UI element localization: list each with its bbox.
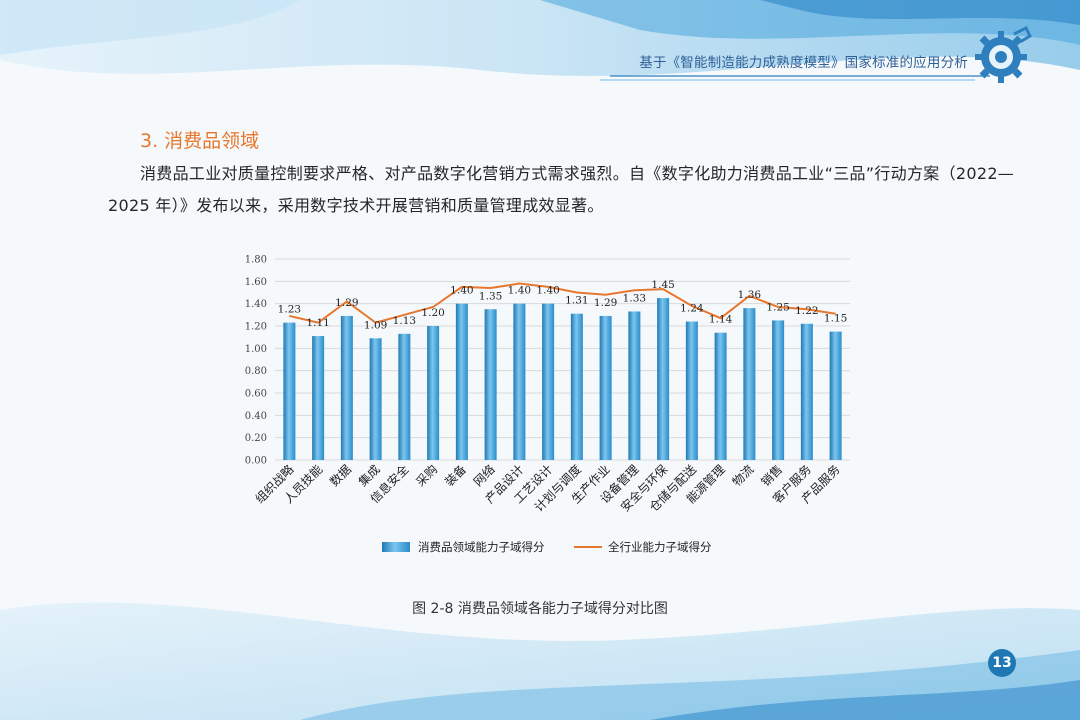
bar (427, 326, 440, 460)
page-number: 13 (988, 649, 1016, 677)
bar (312, 336, 325, 460)
data-label: 1.14 (709, 314, 733, 326)
bar (800, 323, 813, 460)
data-label: 1.09 (364, 319, 387, 331)
y-tick-label: 1.40 (245, 299, 267, 310)
bar (685, 321, 698, 460)
data-label: 1.33 (623, 292, 646, 304)
data-label: 1.40 (450, 285, 473, 297)
bar (398, 333, 411, 460)
bar (340, 315, 353, 460)
legend-label-line: 全行业能力子域得分 (608, 540, 712, 554)
data-label: 1.40 (536, 285, 559, 297)
bar (455, 303, 468, 460)
section-title: 3. 消费品领域 (140, 130, 260, 152)
bar (714, 332, 727, 460)
data-label: 1.23 (278, 304, 301, 316)
data-label: 1.31 (565, 295, 588, 307)
y-tick-label: 1.60 (245, 277, 267, 288)
x-tick-label: 数据 (326, 462, 354, 490)
series-line (289, 282, 836, 324)
bar (369, 338, 382, 460)
y-tick-label: 1.00 (245, 344, 267, 355)
header-title: 基于《智能制造能力成熟度模型》国家标准的应用分析 (639, 55, 968, 71)
bar-line-chart: 0.00 0.20 0.40 0.60 0.80 1.00 1.20 1.40 1.60 1.80… (245, 255, 850, 554)
legend-label-bar: 消费品领域能力子域得分 (418, 540, 545, 554)
bar (513, 303, 526, 460)
data-label: 1.11 (306, 317, 329, 329)
data-label: 1.24 (680, 303, 704, 315)
bar (743, 308, 756, 460)
y-tick-label: 0.60 (245, 389, 267, 400)
figure-caption: 图 2-8 消费品领域各能力子域得分对比图 (412, 601, 668, 617)
x-tick-label: 采购 (413, 462, 441, 490)
y-tick-label: 0.40 (245, 411, 267, 422)
y-tick-label: 0.00 (245, 456, 267, 467)
bar (599, 315, 612, 460)
gear-robot-icon (975, 26, 1032, 83)
body-paragraph: 消费品工业对质量控制要求严格、对产品数字化营销方式需求强烈。自《数字化助力消费品… (108, 164, 1015, 215)
data-label: 1.45 (651, 279, 674, 291)
data-label: 1.36 (738, 289, 762, 301)
data-label: 1.35 (479, 290, 502, 302)
bar (829, 331, 842, 460)
data-label: 1.40 (508, 285, 531, 297)
data-label: 1.29 (335, 297, 358, 309)
data-label: 1.15 (824, 313, 847, 325)
bar (283, 322, 296, 460)
bar (484, 309, 497, 460)
data-label: 1.22 (795, 305, 818, 317)
legend-swatch-bar (382, 542, 410, 552)
y-tick-label: 0.80 (245, 366, 267, 377)
data-label: 1.25 (766, 301, 789, 313)
bar (570, 313, 583, 460)
bar (542, 303, 555, 460)
y-tick-label: 1.80 (245, 255, 267, 266)
x-tick-label: 物流 (730, 462, 757, 489)
y-tick-label: 0.20 (245, 433, 267, 444)
data-label: 1.20 (421, 307, 444, 319)
y-tick-label: 1.20 (245, 322, 267, 333)
data-label: 1.13 (393, 315, 416, 327)
bar (657, 298, 670, 460)
bar (772, 320, 785, 460)
bar (628, 311, 641, 460)
data-label: 1.29 (594, 297, 617, 309)
x-tick-label: 装备 (442, 462, 469, 489)
